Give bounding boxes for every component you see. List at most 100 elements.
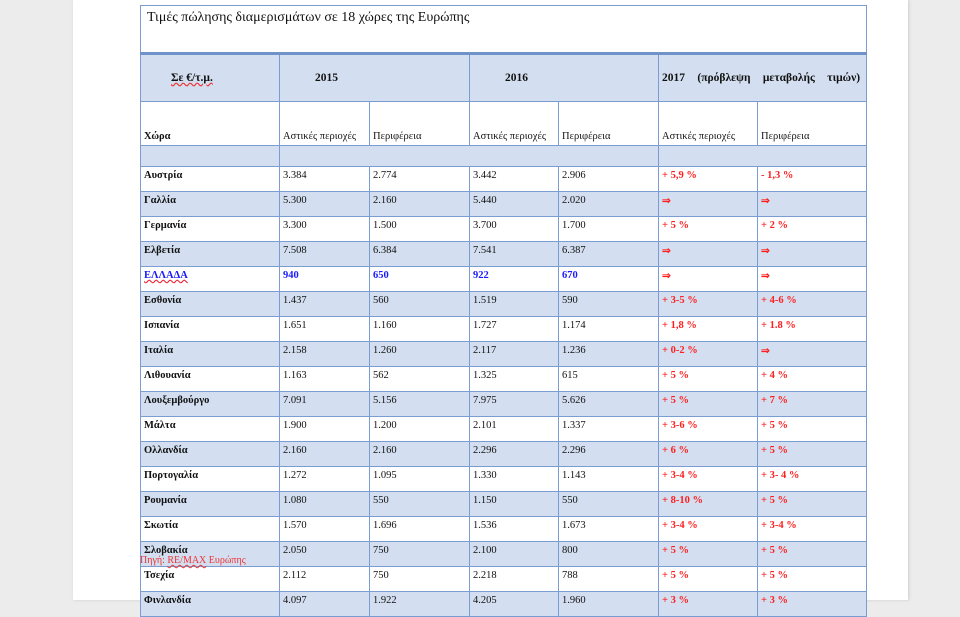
source-note: Πηγή: RE/MAX Ευρώπης bbox=[140, 555, 246, 566]
table-row: ΕΛΛΑΔΑ 940 650 922 670 ⇒ ⇒ bbox=[140, 266, 868, 292]
price-cell: 1.922 bbox=[369, 591, 470, 617]
price-cell: 5.300 bbox=[279, 191, 370, 217]
price-cell: 3.300 bbox=[279, 216, 370, 242]
forecast-cell: + 5 % bbox=[756, 491, 868, 517]
price-cell: 1.143 bbox=[558, 466, 659, 492]
table-row: Ισπανία 1.651 1.160 1.727 1.174 + 1,8 % + 1.8 … bbox=[140, 316, 868, 342]
table-row: Λουξεμβούργο 7.091 5.156 7.975 5.626 + 5 % + 7… bbox=[140, 391, 868, 417]
forecast-cell: + 5 % bbox=[756, 566, 868, 592]
forecast-cell: + 3-4 % bbox=[756, 516, 868, 542]
price-cell: 788 bbox=[558, 566, 659, 592]
price-cell: 2.906 bbox=[558, 166, 659, 192]
country-cell: Ολλανδία bbox=[140, 441, 280, 467]
forecast-cell: ⇒ bbox=[756, 341, 868, 367]
price-cell: 1.437 bbox=[279, 291, 370, 317]
price-cell: 750 bbox=[369, 541, 470, 567]
country-cell: Ρουμανία bbox=[140, 491, 280, 517]
forecast-cell: + 3-4 % bbox=[658, 466, 758, 492]
price-cell: 1.696 bbox=[369, 516, 470, 542]
price-cell: 1.519 bbox=[469, 291, 559, 317]
price-cell: 1.163 bbox=[279, 366, 370, 392]
price-cell: 2.117 bbox=[469, 341, 559, 367]
price-cell: 922 bbox=[469, 266, 559, 292]
table-row: Πορτογαλία 1.272 1.095 1.330 1.143 + 3-4 % + 3… bbox=[140, 466, 868, 492]
table-row: Ρουμανία 1.080 550 1.150 550 + 8-10 % + 5 % bbox=[140, 491, 868, 517]
forecast-cell: + 5 % bbox=[658, 391, 758, 417]
price-cell: 1.174 bbox=[558, 316, 659, 342]
price-cell: 2.158 bbox=[279, 341, 370, 367]
year-2015-header: 2015 bbox=[279, 53, 470, 102]
table-row: Φινλανδία 4.097 1.922 4.205 1.960 + 3 % + 3 % bbox=[140, 591, 868, 617]
forecast-cell: + 4-6 % bbox=[756, 291, 868, 317]
table-row: Τσεχία 2.112 750 2.218 788 + 5 % + 5 % bbox=[140, 566, 868, 592]
table-row: Ελβετία 7.508 6.384 7.541 6.387 ⇒ ⇒ bbox=[140, 241, 868, 267]
price-cell: 1.337 bbox=[558, 416, 659, 442]
price-cell: 5.156 bbox=[369, 391, 470, 417]
prices-table: Τιμές πώλησης διαμερισμάτων σε 18 χώρες … bbox=[139, 5, 868, 617]
urban-2015-header: Αστικές περιοχές bbox=[279, 101, 370, 146]
price-cell: 550 bbox=[369, 491, 470, 517]
forecast-cell: + 6 % bbox=[658, 441, 758, 467]
forecast-cell: + 5 % bbox=[756, 541, 868, 567]
country-cell: Μάλτα bbox=[140, 416, 280, 442]
country-cell: Ισπανία bbox=[140, 316, 280, 342]
price-cell: 1.727 bbox=[469, 316, 559, 342]
year-2016-header: 2016 bbox=[469, 53, 659, 102]
year-2017-header: 2017 (πρόβλεψη μεταβολής τιμών) bbox=[657, 53, 868, 102]
forecast-cell: + 4 % bbox=[756, 366, 868, 392]
price-cell: 550 bbox=[558, 491, 659, 517]
forecast-cell: + 3-6 % bbox=[658, 416, 758, 442]
price-cell: 3.384 bbox=[279, 166, 370, 192]
price-cell: 1.673 bbox=[558, 516, 659, 542]
price-cell: 1.651 bbox=[279, 316, 370, 342]
price-cell: 2.774 bbox=[369, 166, 470, 192]
country-cell: Φινλανδία bbox=[140, 591, 280, 617]
price-cell: 1.150 bbox=[469, 491, 559, 517]
price-cell: 5.440 bbox=[469, 191, 559, 217]
country-cell: Αυστρία bbox=[140, 166, 280, 192]
price-cell: 6.387 bbox=[558, 241, 659, 267]
price-cell: 560 bbox=[369, 291, 470, 317]
forecast-cell: + 1,8 % bbox=[658, 316, 758, 342]
price-cell: 3.442 bbox=[469, 166, 559, 192]
price-cell: 562 bbox=[369, 366, 470, 392]
table-row: Ιταλία 2.158 1.260 2.117 1.236 + 0-2 % ⇒ bbox=[140, 341, 868, 367]
regional-2015-header: Περιφέρεια bbox=[369, 101, 470, 146]
country-cell: Λουξεμβούργο bbox=[140, 391, 280, 417]
price-cell: 2.112 bbox=[279, 566, 370, 592]
price-cell: 6.384 bbox=[369, 241, 470, 267]
table-row: Σλοβακία 2.050 750 2.100 800 + 5 % + 5 % bbox=[140, 541, 868, 567]
table-row: Μάλτα 1.900 1.200 2.101 1.337 + 3-6 % + 5 % bbox=[140, 416, 868, 442]
table-row: Γερμανία 3.300 1.500 3.700 1.700 + 5 % + 2 % bbox=[140, 216, 868, 242]
country-cell: Γερμανία bbox=[140, 216, 280, 242]
price-cell: 750 bbox=[369, 566, 470, 592]
price-cell: 7.975 bbox=[469, 391, 559, 417]
price-cell: 2.020 bbox=[558, 191, 659, 217]
price-cell: 1.080 bbox=[279, 491, 370, 517]
forecast-cell: + 3-4 % bbox=[658, 516, 758, 542]
price-cell: 3.700 bbox=[469, 216, 559, 242]
forecast-cell: + 3-5 % bbox=[658, 291, 758, 317]
country-cell: Γαλλία bbox=[140, 191, 280, 217]
spacer-row bbox=[140, 145, 868, 167]
price-cell: 1.570 bbox=[279, 516, 370, 542]
price-cell: 1.272 bbox=[279, 466, 370, 492]
forecast-cell: - 1,3 % bbox=[756, 166, 868, 192]
price-cell: 1.325 bbox=[469, 366, 559, 392]
price-cell: 1.160 bbox=[369, 316, 470, 342]
forecast-cell: ⇒ bbox=[658, 241, 758, 267]
country-cell: Εσθονία bbox=[140, 291, 280, 317]
price-cell: 650 bbox=[369, 266, 470, 292]
price-cell: 615 bbox=[558, 366, 659, 392]
forecast-cell: + 5 % bbox=[756, 441, 868, 467]
price-cell: 1.960 bbox=[558, 591, 659, 617]
country-cell: Ελβετία bbox=[140, 241, 280, 267]
forecast-cell: ⇒ bbox=[756, 266, 868, 292]
price-cell: 7.508 bbox=[279, 241, 370, 267]
country-column-header: Χώρα bbox=[140, 101, 280, 146]
forecast-cell: + 5 % bbox=[658, 566, 758, 592]
price-cell: 4.097 bbox=[279, 591, 370, 617]
country-cell: Ιταλία bbox=[140, 341, 280, 367]
forecast-cell: ⇒ bbox=[658, 191, 758, 217]
forecast-cell: + 7 % bbox=[756, 391, 868, 417]
